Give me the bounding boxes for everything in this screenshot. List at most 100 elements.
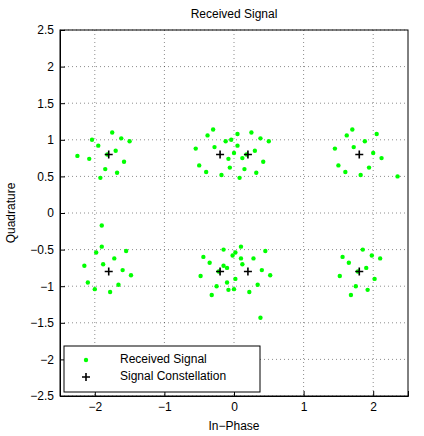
tick-label: 0 xyxy=(47,206,54,220)
signal-point xyxy=(228,165,232,169)
signal-point xyxy=(82,264,86,268)
signal-point xyxy=(219,173,223,177)
signal-point xyxy=(87,157,91,161)
signal-point xyxy=(350,127,354,131)
tick: 2 xyxy=(47,60,65,74)
tick-label: −2.5 xyxy=(30,389,54,403)
signal-point xyxy=(101,262,105,266)
chart: −2−1012−2.5−2−1.5−1−0.500.511.522.5Recei… xyxy=(0,0,424,436)
signal-point xyxy=(268,273,272,277)
signal-point xyxy=(258,136,262,140)
constellation-point xyxy=(105,268,113,276)
signal-point xyxy=(115,171,119,175)
signal-point xyxy=(261,160,265,164)
tick: 1 xyxy=(301,391,308,414)
signal-point xyxy=(108,290,112,294)
legend-marker xyxy=(84,358,88,362)
signal-point xyxy=(221,264,225,268)
signal-point xyxy=(120,268,124,272)
tick: 0 xyxy=(47,206,65,220)
signal-point xyxy=(207,261,211,265)
signal-point xyxy=(258,315,262,319)
constellation-point xyxy=(216,150,224,158)
y-axis: −2.5−2−1.5−1−0.500.511.522.5 xyxy=(30,23,65,403)
signal-point xyxy=(233,277,237,281)
legend-marker xyxy=(82,373,90,381)
tick-label: 1 xyxy=(301,400,308,414)
tick: −1 xyxy=(158,391,172,414)
tick-label: −2 xyxy=(88,400,102,414)
signal-point xyxy=(116,283,120,287)
signal-point xyxy=(378,256,382,260)
tick-label: 1.5 xyxy=(37,97,54,111)
signal-point xyxy=(365,288,369,292)
grid-line xyxy=(60,66,408,67)
constellation-point xyxy=(244,150,252,158)
signal-point xyxy=(260,268,264,272)
tick-mark xyxy=(60,30,65,31)
signal-point xyxy=(263,249,267,253)
signal-point xyxy=(103,167,107,171)
plot: −2−1012−2.5−2−1.5−1−0.500.511.522.5Recei… xyxy=(30,23,408,413)
signal-point xyxy=(210,293,214,297)
constellation-point xyxy=(105,150,113,158)
tick-mark xyxy=(60,396,65,397)
signal-point xyxy=(204,170,208,174)
signal-point xyxy=(364,266,368,270)
signal-point xyxy=(223,139,227,143)
tick: 2.5 xyxy=(37,23,65,37)
tick: −1.5 xyxy=(30,316,65,330)
signal-point xyxy=(100,244,104,248)
series xyxy=(105,150,364,275)
tick-label: −1.5 xyxy=(30,316,54,330)
tick: −2.5 xyxy=(30,389,65,403)
signal-point xyxy=(229,138,233,142)
signal-point xyxy=(343,170,347,174)
signal-point xyxy=(235,143,239,147)
legend-label: Signal Constellation xyxy=(120,369,226,383)
grid-line xyxy=(60,103,408,104)
signal-point xyxy=(240,262,244,266)
tick-label: −1 xyxy=(40,280,54,294)
signal-point xyxy=(113,149,117,153)
signal-point xyxy=(100,223,104,227)
constellation-point xyxy=(355,268,363,276)
constellation-point xyxy=(355,150,363,158)
signal-point xyxy=(340,255,344,259)
x-axis: −2−1012 xyxy=(61,391,409,414)
tick-mark xyxy=(60,250,65,251)
tick-mark xyxy=(60,103,65,104)
tick-label: 0.5 xyxy=(37,170,54,184)
tick: −1 xyxy=(40,280,65,294)
tick: −2 xyxy=(88,391,102,414)
tick: 0 xyxy=(231,391,238,414)
signal-point xyxy=(197,163,201,167)
plot-frame xyxy=(60,30,408,396)
signal-point xyxy=(361,247,365,251)
tick-label: −0.5 xyxy=(30,243,54,257)
grid-line xyxy=(60,176,408,177)
legend-box xyxy=(64,346,260,392)
signal-point xyxy=(336,163,340,167)
signal-point xyxy=(110,130,114,134)
signal-point xyxy=(212,145,216,149)
signal-point xyxy=(127,139,131,143)
grid-line xyxy=(60,322,408,323)
tick-mark xyxy=(60,286,65,287)
data-area xyxy=(75,127,400,320)
grid-line xyxy=(94,30,95,396)
signal-point xyxy=(232,287,236,291)
grid-line xyxy=(60,139,408,140)
signal-point xyxy=(98,176,102,180)
signal-point xyxy=(233,250,237,254)
axis-line xyxy=(61,31,66,397)
tick-mark xyxy=(304,391,305,396)
signal-point xyxy=(239,256,243,260)
signal-point xyxy=(249,130,253,134)
signal-point xyxy=(194,146,198,150)
signal-point xyxy=(94,250,98,254)
signal-point xyxy=(211,127,215,131)
tick-label: −2 xyxy=(40,353,54,367)
tick-mark xyxy=(60,323,65,324)
signal-point xyxy=(395,174,399,178)
